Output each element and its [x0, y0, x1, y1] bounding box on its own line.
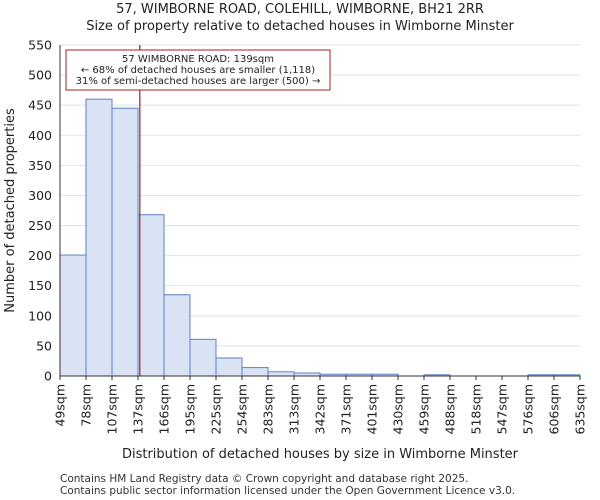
y-tick-label: 200: [28, 248, 52, 263]
histogram-bar: [215, 357, 243, 377]
x-tick-label: 78sqm: [79, 384, 94, 427]
histogram-bars: [59, 98, 581, 377]
x-tick-label: 254sqm: [235, 384, 250, 434]
histogram-bar: [267, 371, 295, 377]
x-tick-label: 518sqm: [469, 384, 484, 434]
histogram-bar: [85, 98, 113, 377]
footer-licence: Contains public sector information licen…: [60, 485, 516, 497]
histogram-bar: [59, 254, 87, 377]
footer-copyright: Contains HM Land Registry data © Crown c…: [60, 473, 469, 485]
x-tick-label: 283sqm: [261, 384, 276, 434]
x-tick-label: 225sqm: [209, 384, 224, 434]
x-tick-label: 606sqm: [547, 384, 562, 434]
y-tick-label: 0: [44, 369, 52, 384]
y-tick-label: 300: [28, 188, 52, 203]
x-tick-label: 195sqm: [183, 384, 198, 434]
y-axis-label: Number of detached properties: [3, 108, 18, 313]
annotation-box: 57 WIMBORNE ROAD: 139sqm ← 68% of detach…: [65, 49, 331, 91]
x-tick-label: 342sqm: [313, 384, 328, 434]
histogram-bar: [111, 107, 139, 377]
x-tick-label: 49sqm: [53, 384, 68, 427]
chart-title-address: 57, WIMBORNE ROAD, COLEHILL, WIMBORNE, B…: [116, 2, 484, 17]
x-tick-label: 313sqm: [287, 384, 302, 434]
histogram-bar: [189, 338, 217, 377]
annotation-line-3: 31% of semi-detached houses are larger (…: [76, 76, 321, 87]
annotation-line-2: ← 68% of detached houses are smaller (1,…: [81, 65, 315, 76]
y-tick-label: 150: [28, 278, 52, 293]
y-tick-label: 550: [28, 38, 52, 53]
x-tick-labels: 49sqm 78sqm 107sqm 137sqm 166sqm 195sqm 225sqm…: [53, 376, 588, 434]
y-tick-label: 250: [28, 218, 52, 233]
x-tick-label: 107sqm: [105, 384, 120, 434]
y-tick-label: 100: [28, 308, 52, 323]
x-axis-label: Distribution of detached houses by size …: [122, 447, 519, 462]
y-tick-label: 400: [28, 128, 52, 143]
x-tick-label: 576sqm: [521, 384, 536, 434]
y-tick-label: 350: [28, 158, 52, 173]
annotation-border: [65, 49, 331, 91]
x-tick-label: 371sqm: [339, 384, 354, 434]
x-tick-label: 166sqm: [157, 384, 172, 434]
x-tick-label: 547sqm: [495, 384, 510, 434]
x-tick-label: 430sqm: [391, 384, 406, 434]
x-tick-label: 137sqm: [131, 384, 146, 434]
x-tick-label: 459sqm: [417, 384, 432, 434]
x-tick-label: 401sqm: [365, 384, 380, 434]
y-tick-label: 500: [28, 68, 52, 83]
histogram-bar: [163, 294, 191, 377]
y-tick-label: 50: [36, 338, 52, 353]
histogram-bar: [241, 367, 269, 377]
histogram-bar: [137, 214, 165, 377]
annotation-line-1: 57 WIMBORNE ROAD: 139sqm: [122, 54, 274, 65]
y-tick-label: 450: [28, 98, 52, 113]
y-tick-labels: 0 50 100 150 200 250 300 350 400 450 500 550: [28, 38, 52, 384]
chart-title: Size of property relative to detached ho…: [86, 19, 514, 34]
x-tick-label: 488sqm: [443, 384, 458, 434]
x-tick-label: 635sqm: [573, 384, 588, 434]
